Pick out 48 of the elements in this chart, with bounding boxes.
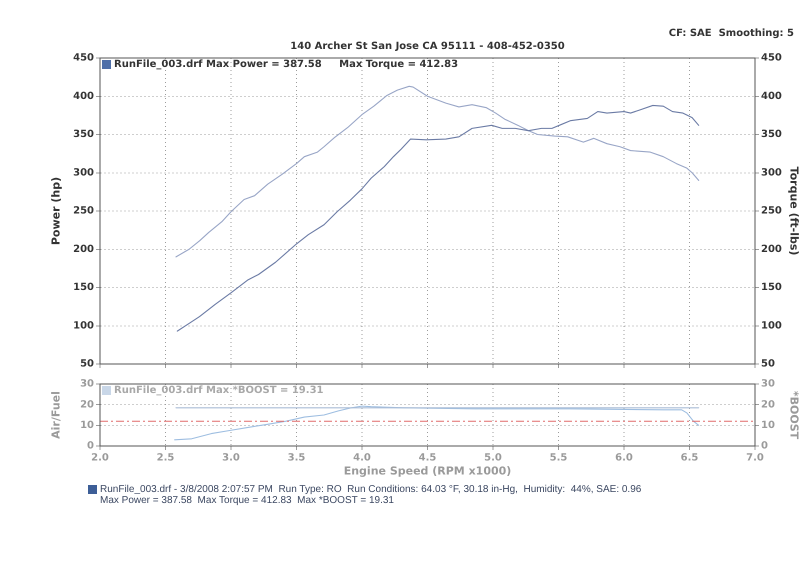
y2-tick-label: 20 xyxy=(761,399,775,410)
y-tick-label: 450 xyxy=(73,52,94,64)
y-tick-label: 20 xyxy=(80,399,94,410)
y-tick-label: 30 xyxy=(80,378,94,390)
x-tick-label: 4.5 xyxy=(418,452,436,464)
x-tick-label: 6.5 xyxy=(680,452,698,464)
x-tick-label: 5.5 xyxy=(550,452,568,464)
y-tick-label: 0 xyxy=(87,440,94,452)
x-tick-label: 3.0 xyxy=(222,452,240,464)
y-axis-title: Power (hp) xyxy=(49,176,62,246)
y-tick-label: 150 xyxy=(73,282,94,294)
y2-tick-label: 350 xyxy=(761,129,782,140)
y-tick-label: 400 xyxy=(73,90,94,102)
y2-tick-label: 250 xyxy=(761,206,782,217)
y2-tick-label: 0 xyxy=(761,440,768,452)
x-tick-label: 2.0 xyxy=(91,452,109,464)
x-axis-title: Engine Speed (RPM x1000) xyxy=(344,464,512,478)
y2-tick-label: 450 xyxy=(761,52,782,64)
y2-tick-label: 30 xyxy=(761,378,775,390)
y2-tick-label: 200 xyxy=(761,244,782,255)
x-tick-label: 6.0 xyxy=(615,452,633,464)
y2-tick-label: 100 xyxy=(761,320,782,332)
y2-tick-label: 150 xyxy=(761,282,782,294)
annotation: RunFile_003.drf Max *BOOST = 19.31 xyxy=(114,385,324,396)
y2-axis-title: *BOOST xyxy=(788,390,800,440)
text: RunFile_003.drf - 3/8/2008 2:07:57 PM Run Type: RO Run Conditions: 64.03 °F, 30.18 in-Hg, Humidity: 44%, SAE: 0.96 xyxy=(100,484,642,495)
y-tick-label: 50 xyxy=(80,358,94,370)
x-tick-label: 2.5 xyxy=(156,452,174,464)
x-tick-label: 3.5 xyxy=(288,452,306,464)
y-tick-label: 300 xyxy=(73,167,94,178)
y-tick-label: 250 xyxy=(73,206,94,217)
y2-tick-label: 10 xyxy=(761,420,775,431)
text: CF: SAE Smoothing: 5 xyxy=(668,28,794,39)
y2-tick-label: 400 xyxy=(761,90,782,102)
x-tick-label: 4.0 xyxy=(353,452,371,464)
y-tick-label: 200 xyxy=(73,244,94,255)
y2-axis-title: Torque (ft-lbs) xyxy=(788,166,800,256)
y-tick-label: 350 xyxy=(73,129,94,140)
annotation: RunFile_003.drf Max Power = 387.58 Max Torque = 412.83 xyxy=(114,59,458,70)
chart-subtitle: 140 Archer St San Jose CA 95111 - 408-452-0350 xyxy=(290,41,565,52)
y-tick-label: 10 xyxy=(80,420,94,431)
y2-tick-label: 300 xyxy=(761,167,782,178)
text: Max Power = 387.58 Max Torque = 412.83 Max *BOOST = 19.31 xyxy=(100,495,394,506)
y-tick-label: 100 xyxy=(73,320,94,332)
y-axis-title: Air/Fuel xyxy=(49,391,62,439)
x-tick-label: 7.0 xyxy=(746,452,764,464)
y2-tick-label: 50 xyxy=(761,358,775,370)
x-tick-label: 5.0 xyxy=(484,452,502,464)
